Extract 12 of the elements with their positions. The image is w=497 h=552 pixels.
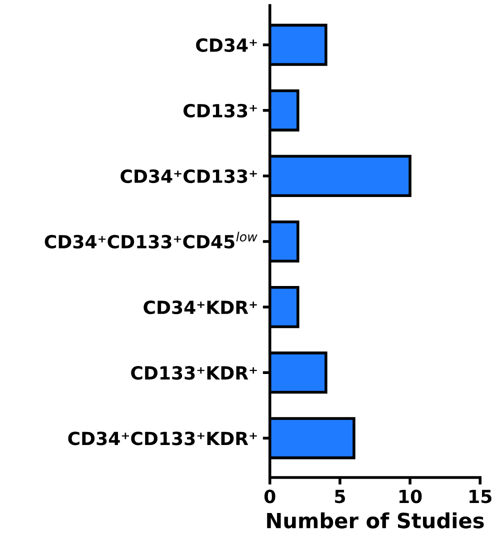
y-tick-label: CD133⁺KDR⁺ — [131, 366, 257, 380]
y-tick-label: CD34⁺ — [196, 38, 257, 52]
y-tick-label: CD34⁺CD133⁺KDR⁺ — [68, 432, 257, 446]
x-tick-label: 0 — [264, 490, 276, 504]
y-tick-label: CD34⁺CD133⁺ — [120, 169, 257, 184]
x-tick-label: 10 — [400, 490, 422, 504]
x-tick-label: 5 — [335, 490, 345, 504]
x-tick-label: 15 — [470, 490, 492, 504]
y-tick-label: CD133⁺ — [184, 104, 257, 118]
y-tick-label: CD34⁺KDR⁺ — [144, 300, 257, 314]
x-axis-title: Number of Studies — [267, 512, 484, 528]
y-tick-label: CD34⁺CD133⁺CD45$^{low}$ — [44, 232, 258, 249]
